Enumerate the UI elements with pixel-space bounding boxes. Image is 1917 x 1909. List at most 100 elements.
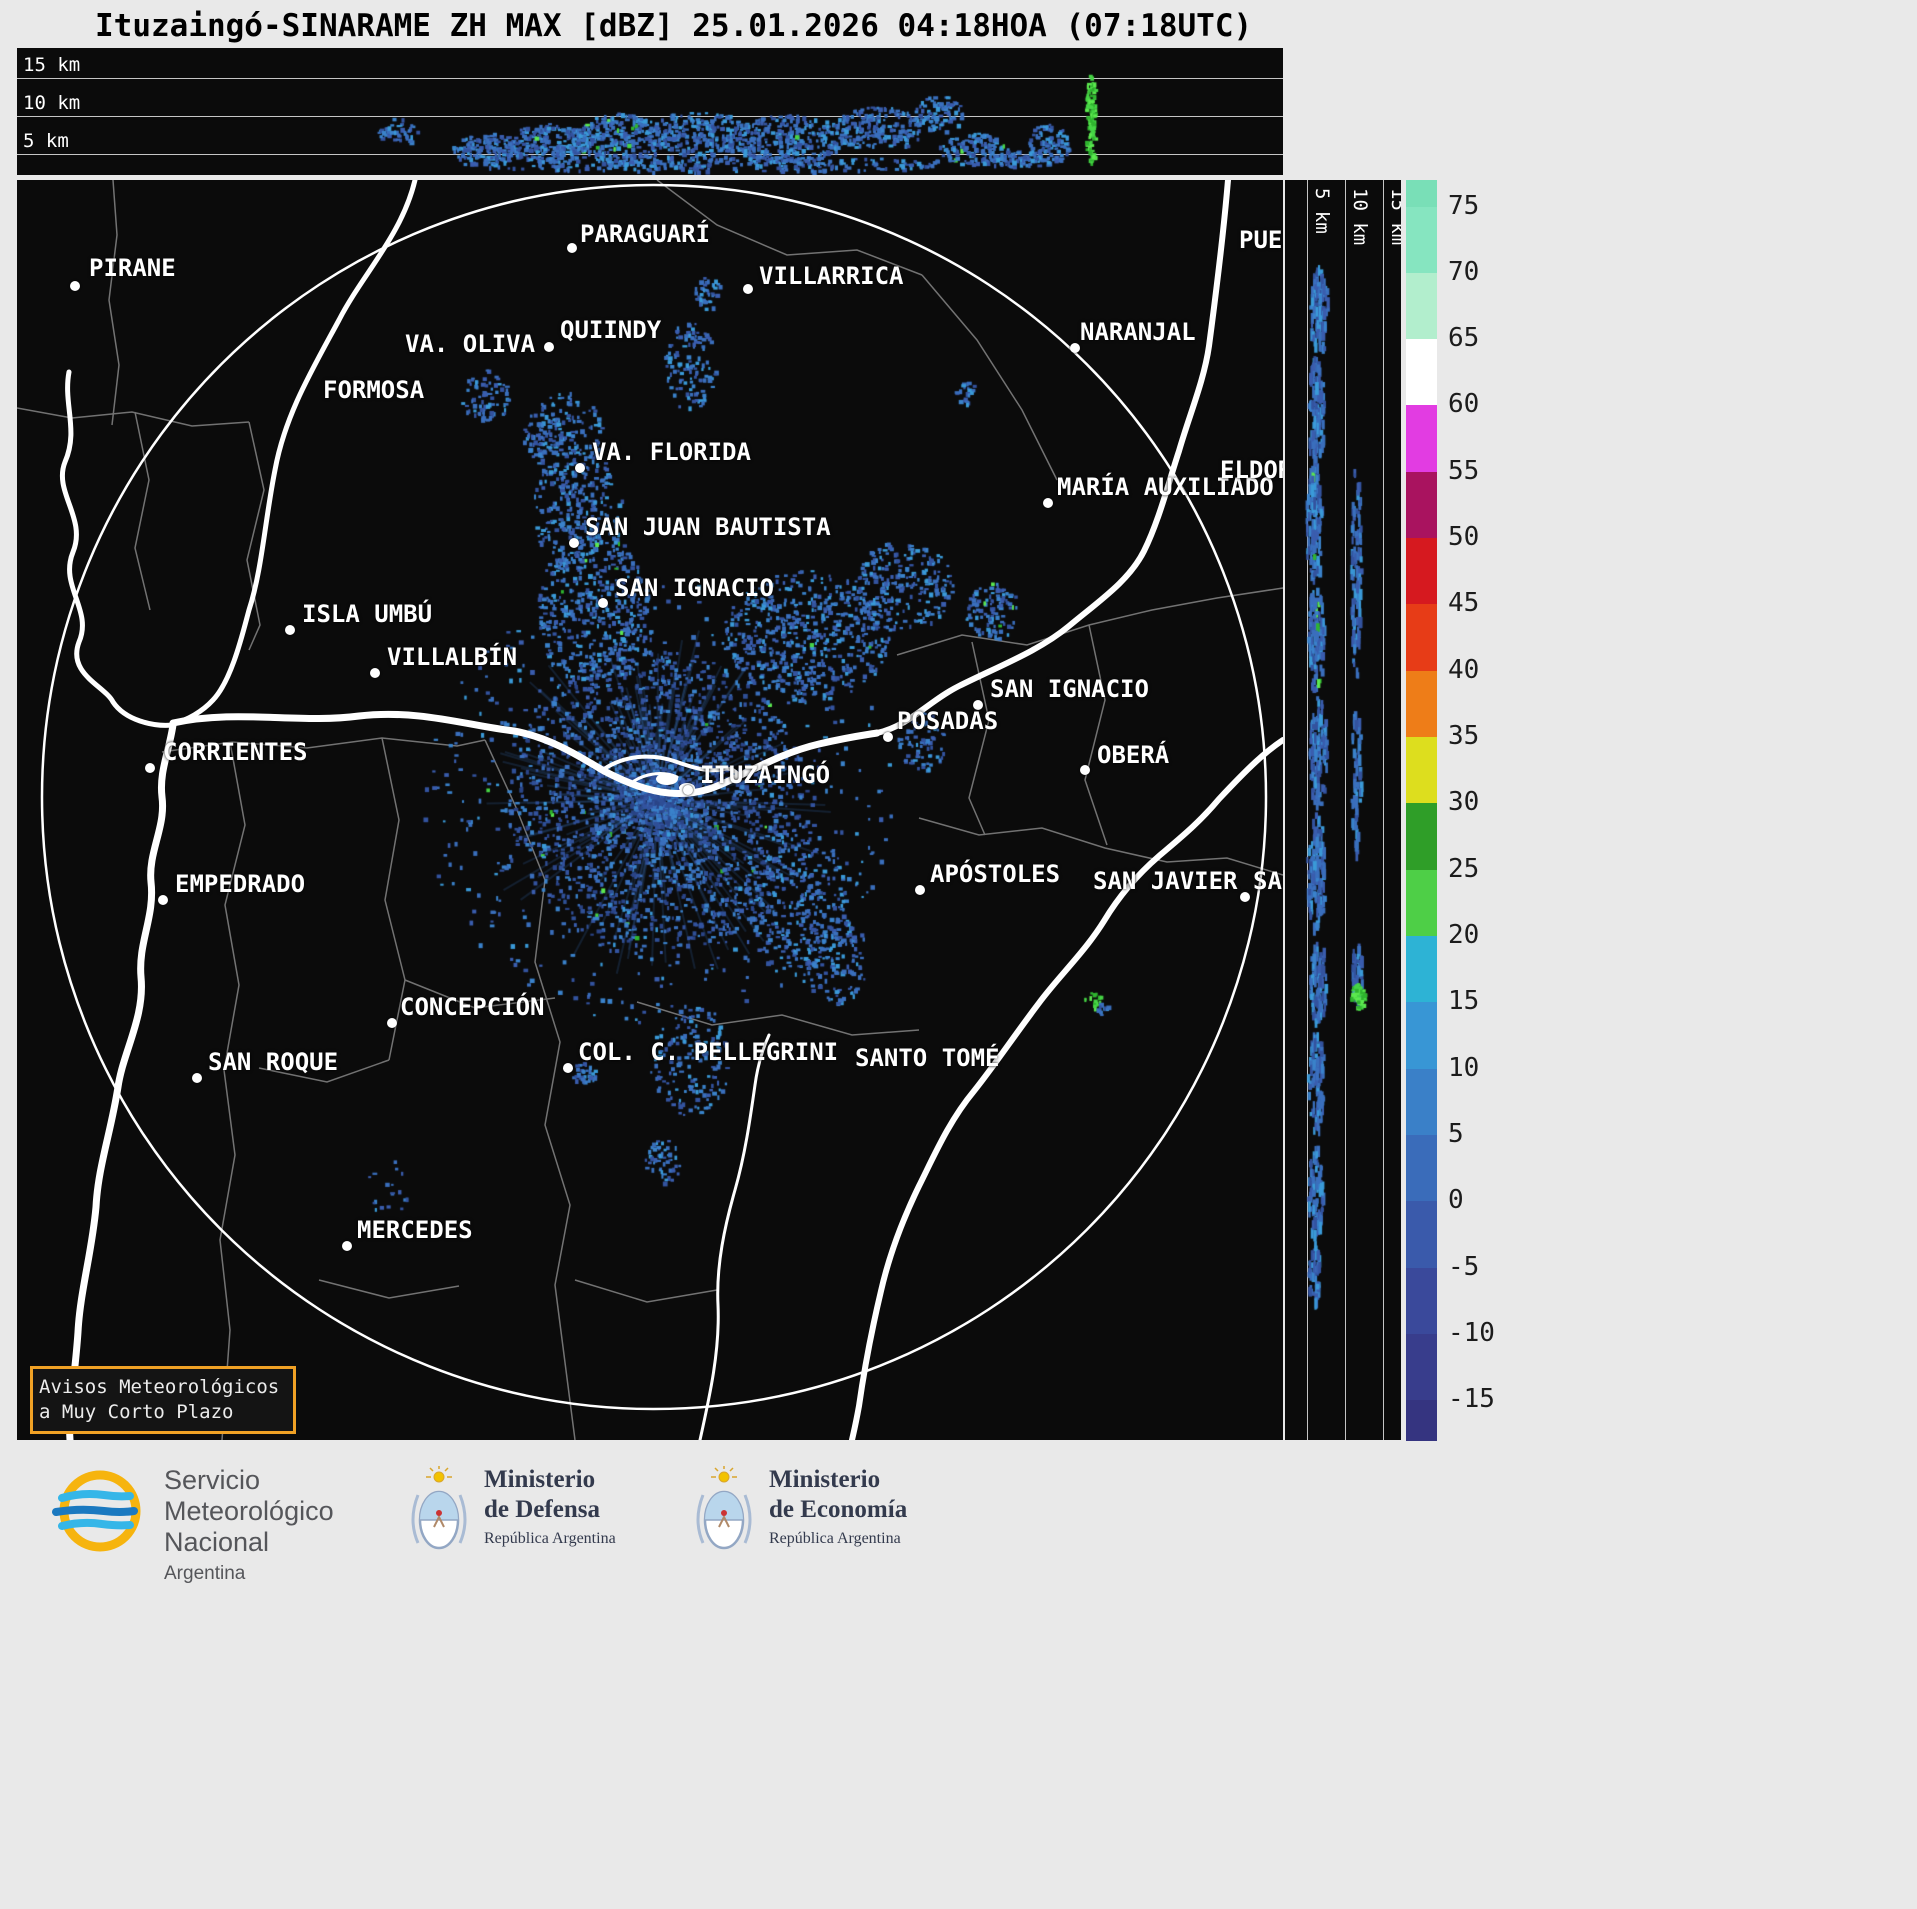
colorbar-segment: [1406, 1267, 1437, 1335]
city-dot: [575, 463, 585, 473]
colorbar-bands: [1406, 180, 1437, 1441]
cross-section-side-panel: 5 km 10 km 15 km: [1283, 180, 1401, 1440]
colorbar-segment: [1406, 803, 1437, 871]
colorbar-segment: [1406, 206, 1437, 274]
radar-echo-canvas-top: [17, 48, 1283, 175]
colorbar-tick-label: 40: [1448, 654, 1480, 685]
colorbar-tick-label: -10: [1448, 1317, 1495, 1348]
city-dot: [569, 538, 579, 548]
economia-logo-block: Ministerio de Economía República Argenti…: [695, 1465, 907, 1560]
city-label: CONCEPCIÓN: [400, 993, 545, 1021]
colorbar-tick-label: 20: [1448, 920, 1480, 950]
ministry-name-line: Ministerio: [769, 1466, 881, 1493]
colorbar-segment: [1406, 471, 1437, 539]
range-circle: [40, 183, 1268, 1411]
city-label: CORRIENTES: [163, 738, 308, 766]
warning-line: Avisos Meteorológicos: [39, 1376, 280, 1398]
city-dot: [563, 1063, 573, 1073]
colorbar-segment: [1406, 1134, 1437, 1202]
city-dot: [1080, 765, 1090, 775]
city-dot: [158, 895, 168, 905]
page-title: Ituzaingó-SINARAME ZH MAX [dBZ] 25.01.20…: [95, 8, 1253, 44]
colorbar-tick-label: 70: [1448, 256, 1480, 287]
colorbar-segment: [1406, 1201, 1437, 1269]
city-label: NARANJAL: [1080, 318, 1196, 346]
city-label: ISLA UMBÚ: [302, 600, 433, 628]
city-label: SAN ROQUE: [208, 1048, 339, 1076]
city-label: SA: [1253, 867, 1282, 895]
city-dot: [598, 598, 608, 608]
colorbar-segment: [1406, 180, 1437, 208]
altitude-label: 10 km: [1349, 188, 1371, 246]
warning-box: Avisos Meteorológicos a Muy Corto Plazo: [30, 1366, 296, 1434]
colorbar: 75 70 65 60 55 50 45 40 35 30 25 20 15 10 5 0 -5 -10 -15: [1406, 180, 1526, 1441]
city-label: SAN IGNACIO: [615, 574, 774, 602]
colorbar-segment: [1406, 339, 1437, 407]
city-dot: [567, 243, 577, 253]
city-label: MARÍA AUXILIADO: [1057, 473, 1274, 501]
colorbar-tick-label: 75: [1448, 190, 1480, 221]
city-label: SAN JUAN BAUTISTA: [585, 513, 831, 541]
colorbar-segment: [1406, 869, 1437, 937]
city-label: SAN IGNACIO: [990, 675, 1149, 703]
colorbar-segment: [1406, 670, 1437, 738]
radar-echo-canvas-map: [17, 180, 1283, 1440]
city-dot: [70, 281, 80, 291]
altitude-label: 15 km: [23, 54, 81, 76]
city-label: VA. OLIVA: [405, 330, 536, 358]
smn-name-line: Nacional: [164, 1527, 270, 1557]
city-label: SANTO TOMÉ: [855, 1044, 1000, 1072]
smn-logo-block: Servicio Meteorológico Nacional Argentin…: [48, 1465, 334, 1585]
city-label: PARAGUARÍ: [580, 220, 711, 248]
city-label: OBERÁ: [1097, 741, 1170, 769]
city-label: ITUZAINGÓ: [700, 761, 831, 789]
rivers-and-range-circle: [40, 180, 1283, 1440]
city-label: EMPEDRADO: [175, 870, 306, 898]
colorbar-segment: [1406, 538, 1437, 605]
cross-section-top-panel: 15 km 10 km 5 km: [17, 48, 1283, 175]
footer: Servicio Meteorológico Nacional Argentin…: [0, 1443, 1917, 1909]
city-label: FORMOSA: [323, 376, 425, 404]
coat-of-arms-icon: [411, 1466, 467, 1550]
colorbar-tick-label: 30: [1448, 787, 1480, 818]
colorbar-tick-label: 0: [1448, 1185, 1464, 1216]
city-label: PIRANE: [89, 254, 176, 282]
city-label: VILLALBÍN: [387, 643, 518, 671]
colorbar-tick-label: 55: [1448, 455, 1480, 486]
colorbar-segment: [1406, 1400, 1437, 1441]
colorbar-segment: [1406, 936, 1437, 1003]
colorbar-segment: [1406, 405, 1437, 473]
radar-map-panel: PIRANE PARAGUARÍ VILLARRICA QUIINDY VA. OLIV…: [17, 180, 1283, 1440]
city-label: COL. C. PELLEGRINI: [578, 1038, 839, 1066]
colorbar-tick-label: 15: [1448, 986, 1480, 1017]
colorbar-segment: [1406, 1002, 1437, 1070]
coat-of-arms-icon: [696, 1466, 752, 1550]
colorbar-tick-label: 35: [1448, 721, 1480, 752]
city-dot: [915, 885, 925, 895]
smn-country-line: Argentina: [164, 1563, 246, 1584]
colorbar-tick-label: 10: [1448, 1052, 1480, 1083]
smn-name-line: Servicio: [164, 1465, 261, 1495]
colorbar-tick-label: 25: [1448, 853, 1480, 884]
colorbar-tick-label: -15: [1448, 1384, 1495, 1415]
city-dot: [285, 625, 295, 635]
city-dot: [1043, 498, 1053, 508]
city-dot: [743, 284, 753, 294]
altitude-label: 15 km: [1387, 188, 1401, 246]
city-dot: [883, 732, 893, 742]
city-dot: [145, 763, 155, 773]
smn-name-line: Meteorológico: [164, 1496, 334, 1526]
city-dot: [973, 700, 983, 710]
ministry-name-line: Ministerio: [484, 1466, 596, 1493]
warning-line: a Muy Corto Plazo: [39, 1401, 234, 1423]
city-label: PUER: [1239, 226, 1283, 254]
colorbar-segment: [1406, 604, 1437, 672]
city-dot: [370, 668, 380, 678]
smn-logo-icon: [52, 1470, 141, 1552]
city-label: VA. FLORIDA: [592, 438, 751, 466]
ministry-name-line: de Economía: [769, 1496, 908, 1523]
city-dot: [544, 342, 554, 352]
radar-echo-canvas-side: [1285, 180, 1401, 1440]
colorbar-segment: [1406, 1068, 1437, 1136]
